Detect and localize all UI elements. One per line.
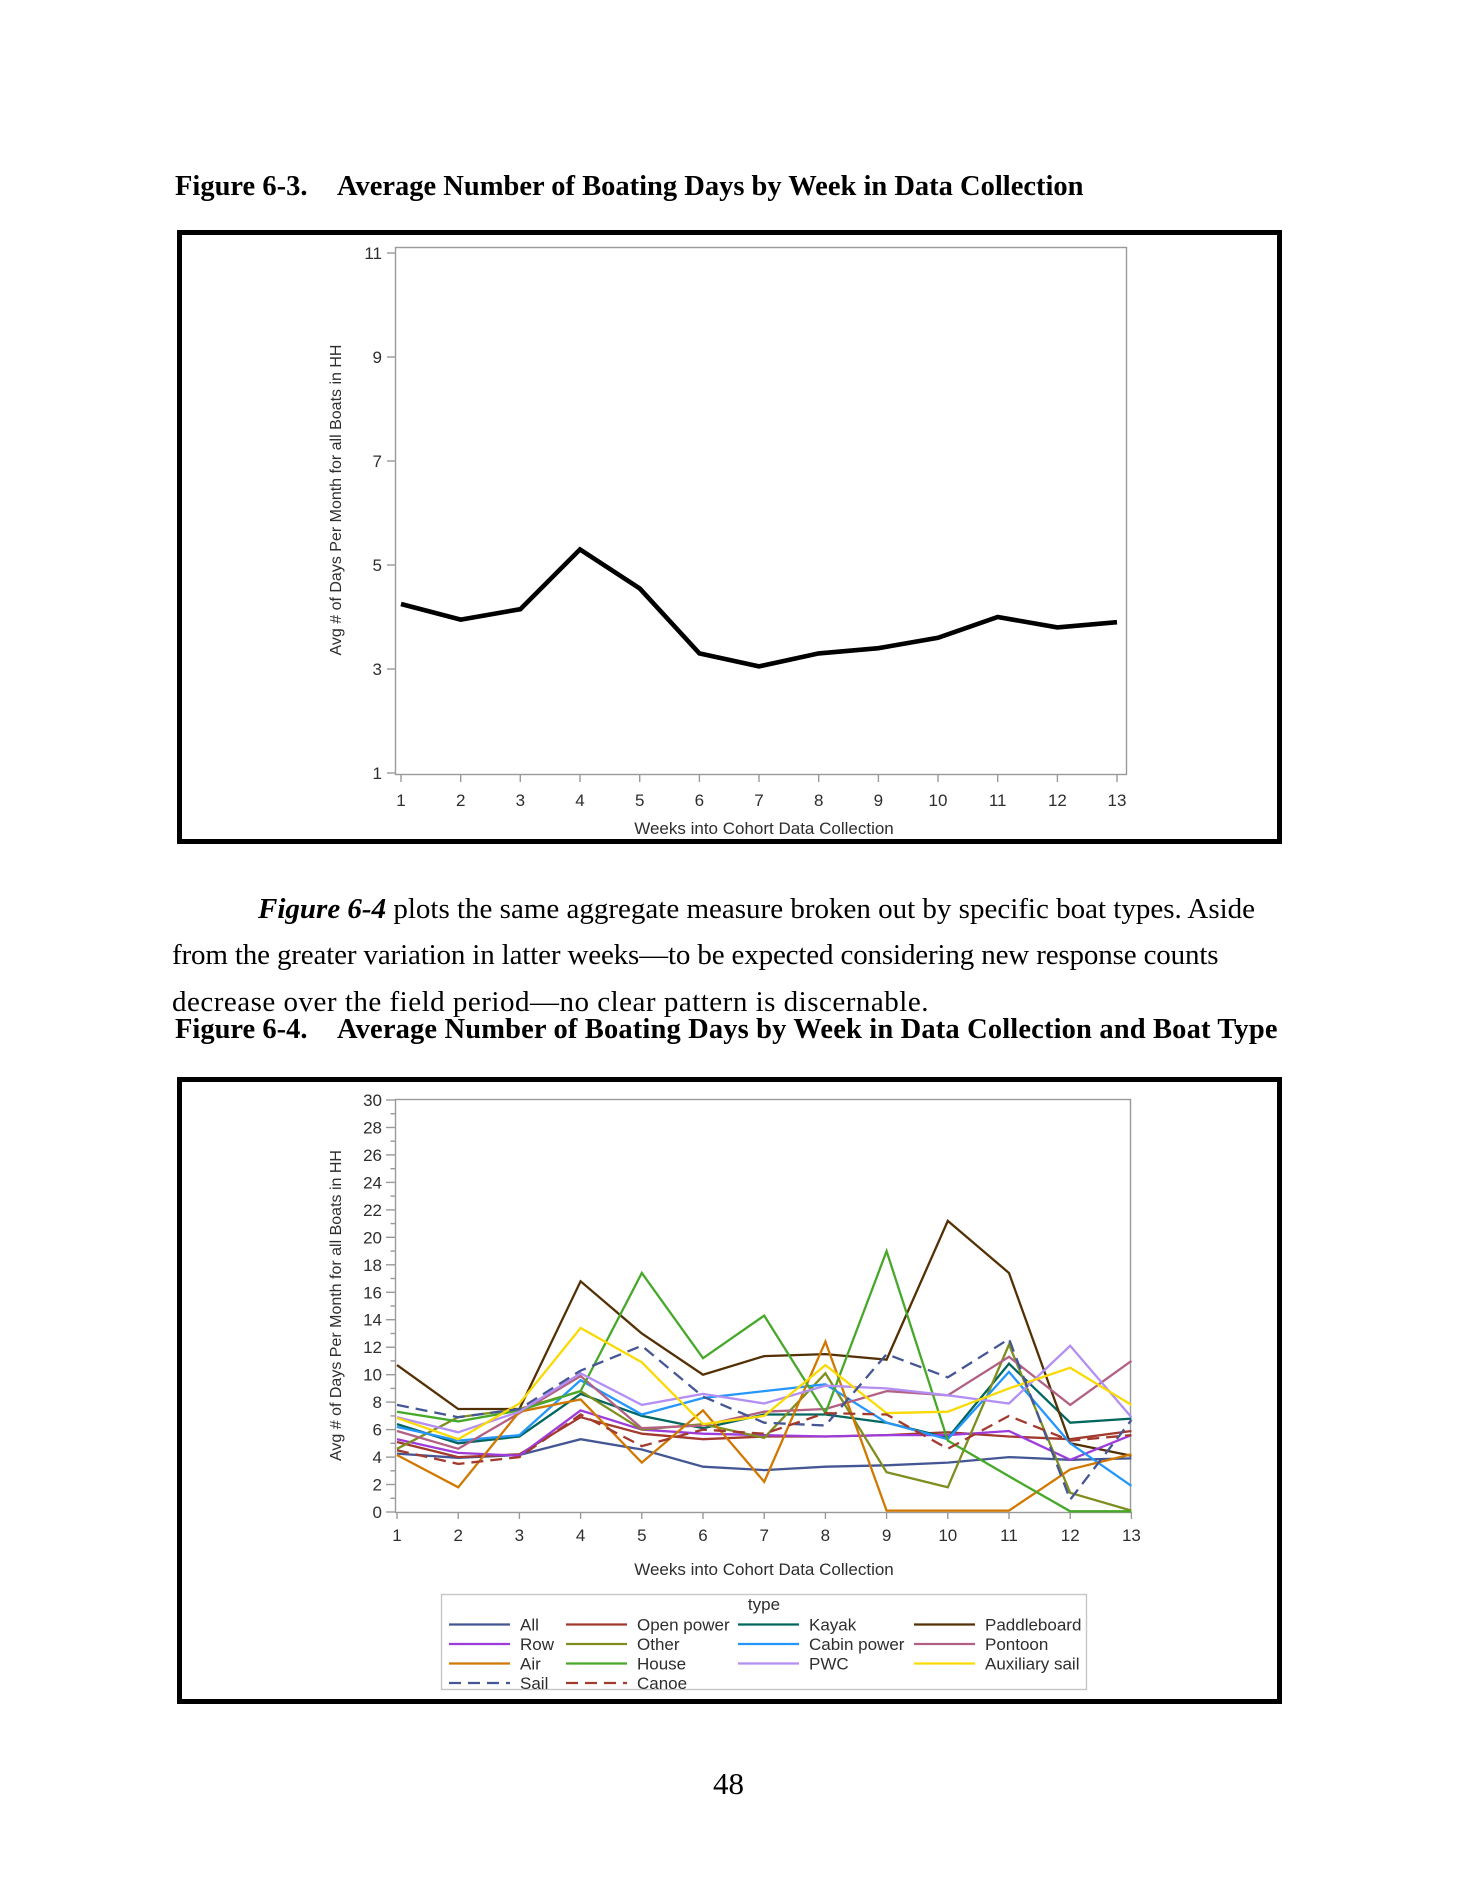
svg-text:5: 5 bbox=[635, 791, 644, 810]
svg-text:1: 1 bbox=[396, 791, 405, 810]
svg-text:Avg # of Days Per Month for al: Avg # of Days Per Month for all Boats in… bbox=[328, 345, 345, 656]
svg-text:House: House bbox=[637, 1655, 686, 1674]
svg-text:3: 3 bbox=[515, 1526, 524, 1545]
svg-text:8: 8 bbox=[373, 1393, 382, 1412]
svg-text:Air: Air bbox=[520, 1655, 541, 1674]
svg-text:Auxiliary sail: Auxiliary sail bbox=[985, 1655, 1079, 1674]
svg-text:10: 10 bbox=[929, 791, 948, 810]
svg-text:13: 13 bbox=[1122, 1526, 1141, 1545]
svg-text:0: 0 bbox=[373, 1503, 382, 1522]
svg-text:10: 10 bbox=[363, 1366, 382, 1385]
svg-text:11: 11 bbox=[364, 244, 382, 263]
svg-text:24: 24 bbox=[363, 1173, 382, 1192]
svg-text:18: 18 bbox=[363, 1256, 382, 1275]
svg-text:Open power: Open power bbox=[637, 1616, 730, 1635]
svg-text:9: 9 bbox=[882, 1526, 891, 1545]
svg-text:3: 3 bbox=[516, 791, 525, 810]
svg-text:7: 7 bbox=[759, 1526, 768, 1545]
svg-text:4: 4 bbox=[373, 1448, 382, 1467]
svg-text:Paddleboard: Paddleboard bbox=[985, 1616, 1081, 1635]
svg-text:12: 12 bbox=[1061, 1526, 1080, 1545]
svg-text:Cabin power: Cabin power bbox=[809, 1635, 905, 1654]
svg-text:4: 4 bbox=[576, 1526, 585, 1545]
svg-text:7: 7 bbox=[754, 791, 763, 810]
svg-text:Row: Row bbox=[520, 1635, 555, 1654]
svg-text:Weeks into Cohort Data Collect: Weeks into Cohort Data Collection bbox=[634, 1560, 894, 1579]
svg-text:Sail: Sail bbox=[520, 1674, 548, 1693]
svg-text:Avg # of Days Per Month for al: Avg # of Days Per Month for all Boats in… bbox=[328, 1150, 345, 1461]
svg-text:26: 26 bbox=[363, 1146, 382, 1165]
svg-text:4: 4 bbox=[575, 791, 584, 810]
svg-text:5: 5 bbox=[637, 1526, 646, 1545]
svg-text:type: type bbox=[748, 1595, 780, 1614]
svg-text:9: 9 bbox=[874, 791, 883, 810]
svg-text:30: 30 bbox=[363, 1091, 382, 1110]
svg-text:2: 2 bbox=[373, 1476, 382, 1495]
svg-text:14: 14 bbox=[363, 1311, 382, 1330]
svg-text:6: 6 bbox=[698, 1526, 707, 1545]
svg-text:11: 11 bbox=[1000, 1526, 1018, 1545]
svg-text:PWC: PWC bbox=[809, 1655, 849, 1674]
svg-text:8: 8 bbox=[814, 791, 823, 810]
svg-text:10: 10 bbox=[938, 1526, 957, 1545]
svg-text:Weeks into Cohort Data Collect: Weeks into Cohort Data Collection bbox=[634, 819, 894, 838]
svg-text:11: 11 bbox=[989, 791, 1007, 810]
svg-text:7: 7 bbox=[373, 452, 382, 471]
svg-text:12: 12 bbox=[1048, 791, 1067, 810]
svg-text:Canoe: Canoe bbox=[637, 1674, 687, 1693]
svg-text:Kayak: Kayak bbox=[809, 1616, 857, 1635]
svg-text:All: All bbox=[520, 1616, 539, 1635]
svg-text:20: 20 bbox=[363, 1228, 382, 1247]
svg-text:1: 1 bbox=[373, 764, 382, 783]
svg-text:3: 3 bbox=[373, 660, 382, 679]
svg-text:6: 6 bbox=[695, 791, 704, 810]
svg-text:5: 5 bbox=[373, 556, 382, 575]
svg-text:8: 8 bbox=[821, 1526, 830, 1545]
svg-text:2: 2 bbox=[456, 791, 465, 810]
svg-text:2: 2 bbox=[453, 1526, 462, 1545]
svg-text:Other: Other bbox=[637, 1635, 680, 1654]
svg-text:9: 9 bbox=[373, 348, 382, 367]
svg-text:12: 12 bbox=[363, 1338, 382, 1357]
svg-text:1: 1 bbox=[392, 1526, 401, 1545]
svg-text:22: 22 bbox=[363, 1201, 382, 1220]
svg-text:Pontoon: Pontoon bbox=[985, 1635, 1048, 1654]
svg-text:6: 6 bbox=[373, 1421, 382, 1440]
svg-text:28: 28 bbox=[363, 1119, 382, 1138]
svg-text:13: 13 bbox=[1108, 791, 1127, 810]
svg-text:16: 16 bbox=[363, 1283, 382, 1302]
